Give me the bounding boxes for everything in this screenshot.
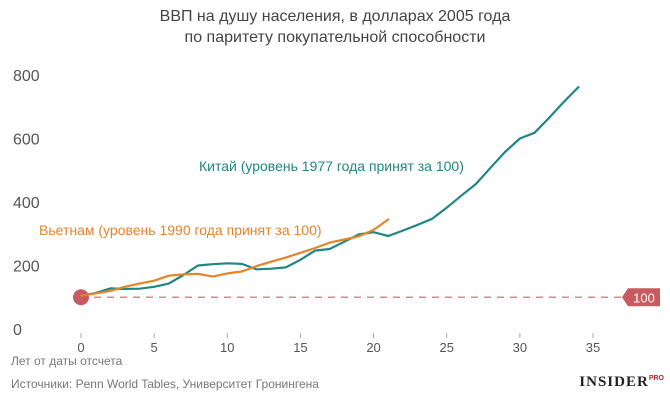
china-series-label: Китай (уровень 1977 года принят за 100) [199,158,464,174]
series-lines [79,85,580,297]
vietnam-series-line [79,218,390,297]
x-axis-note: Лет от даты отсчета [11,354,123,368]
x-tick-label: 25 [439,340,453,355]
y-tick-label: 800 [13,68,40,85]
reference-line: 100 [73,288,660,307]
x-tick-label: 20 [366,340,380,355]
reference-value-badge [622,288,660,307]
chart-subtitle: по паритету покупательной способности [184,29,486,46]
brand-logo: INSIDERPRO [579,374,664,390]
y-tick-label: 0 [13,322,22,339]
series-labels: Китай (уровень 1977 года принят за 100) В… [39,158,464,238]
china-series-line [79,85,580,297]
source-note: Источники: Penn World Tables, Университе… [11,377,319,391]
x-tick-label: 5 [151,340,158,355]
chart-title: ВВП на душу населения, в долларах 2005 г… [159,8,511,25]
y-tick-label: 600 [13,132,40,149]
x-axis: 0 5 10 15 20 25 30 35 [77,333,600,355]
x-tick-label: 10 [220,340,234,355]
reference-value-label: 100 [633,290,655,305]
y-tick-label: 200 [13,259,40,276]
x-tick-label: 15 [293,340,307,355]
x-tick-label: 30 [513,340,527,355]
start-point-marker [73,289,89,306]
x-tick-label: 0 [77,340,84,355]
y-axis: 0 200 400 600 800 [13,68,40,339]
y-tick-label: 400 [13,195,40,212]
vietnam-series-label: Вьетнам (уровень 1990 года принят за 100… [39,222,322,238]
x-tick-label: 35 [586,340,600,355]
